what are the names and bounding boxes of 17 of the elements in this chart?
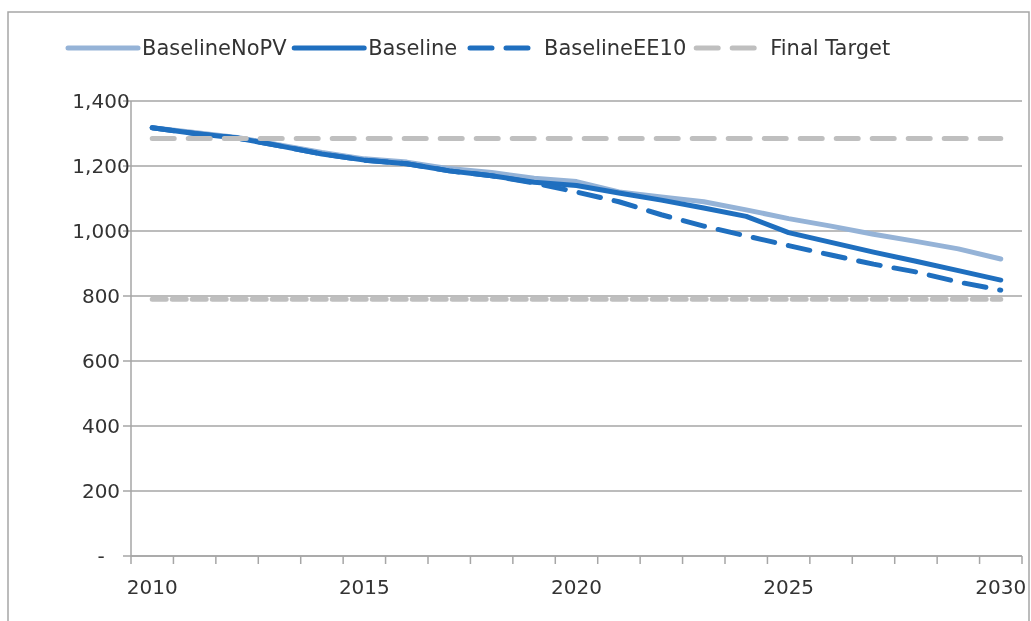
legend-label: Final Target	[770, 36, 891, 61]
y-tick-label: 800	[81, 284, 121, 308]
x-tick-label: 2015	[338, 575, 390, 599]
x-tick-label: 2025	[763, 575, 815, 599]
y-tick-label: 1,400	[72, 89, 130, 113]
y-tick-label: -	[97, 544, 105, 568]
y-tick-label: 400	[81, 414, 121, 438]
y-tick-label: 1,000	[72, 219, 130, 243]
x-tick-label: 2030	[975, 575, 1027, 599]
x-tick-label: 2010	[126, 575, 178, 599]
y-tick-label: 200	[81, 479, 121, 503]
y-tick-label: 600	[81, 349, 121, 373]
legend-label: BaselineNoPV	[142, 36, 288, 61]
legend-label: BaselineEE10	[544, 36, 687, 61]
legend-label: Baseline	[368, 36, 458, 61]
y-tick-label: 1,200	[72, 154, 130, 178]
x-tick-label: 2020	[551, 575, 602, 599]
